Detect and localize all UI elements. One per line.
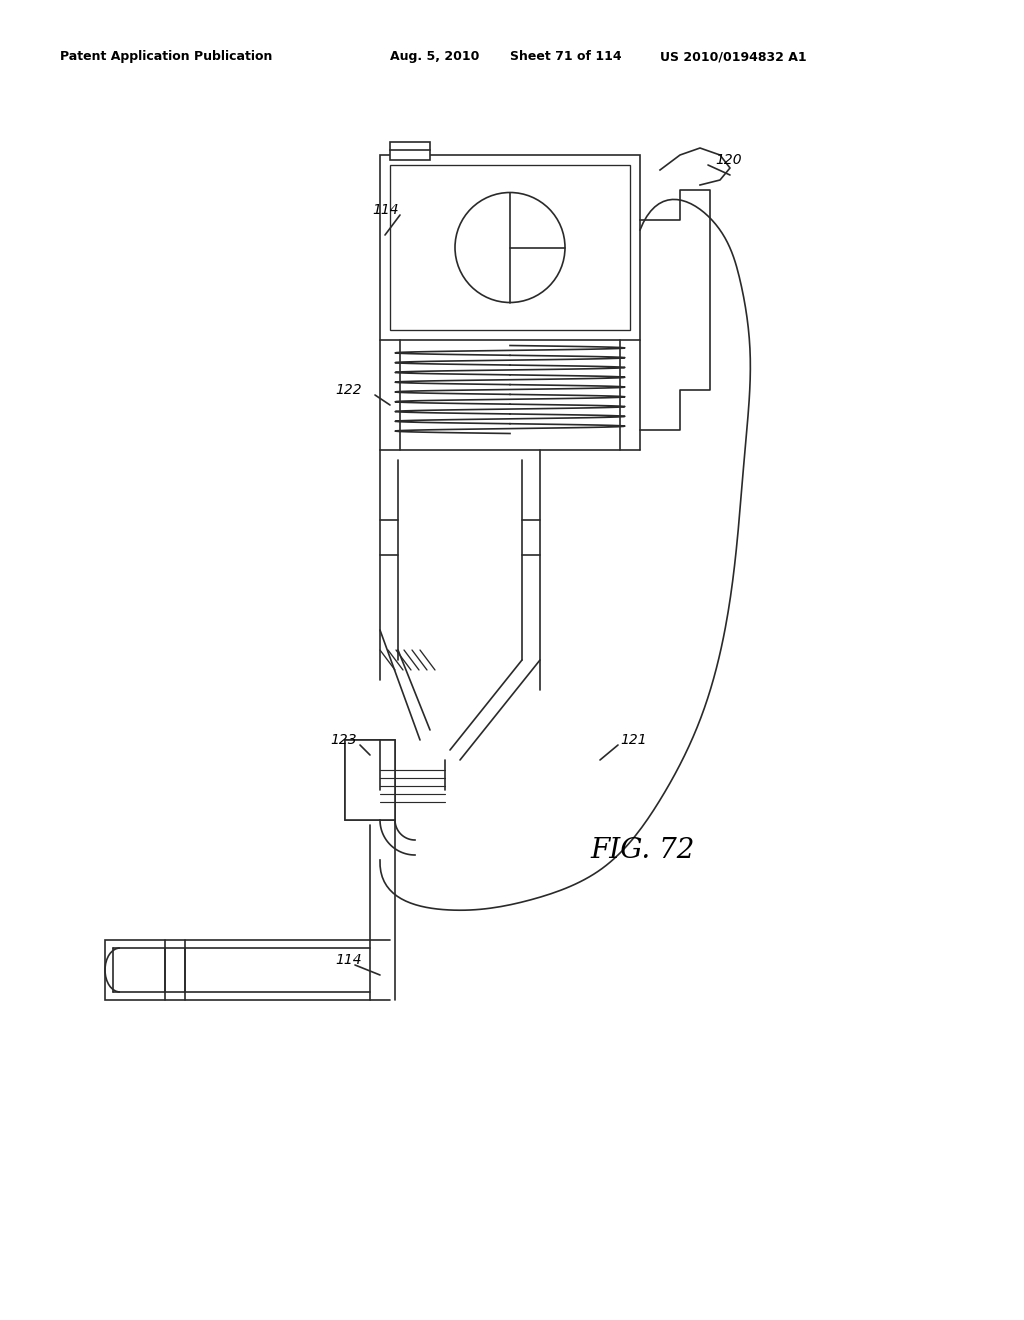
FancyBboxPatch shape	[390, 165, 630, 330]
FancyBboxPatch shape	[380, 154, 640, 341]
Text: 123: 123	[330, 733, 356, 747]
FancyBboxPatch shape	[345, 741, 395, 820]
Text: FIG. 72: FIG. 72	[590, 837, 694, 863]
Text: 114: 114	[335, 953, 361, 968]
Text: 114: 114	[372, 203, 398, 216]
FancyBboxPatch shape	[390, 143, 430, 160]
FancyBboxPatch shape	[105, 940, 370, 1001]
Text: Aug. 5, 2010: Aug. 5, 2010	[390, 50, 479, 63]
FancyBboxPatch shape	[345, 741, 395, 820]
Text: Sheet 71 of 114: Sheet 71 of 114	[510, 50, 622, 63]
Text: 121: 121	[620, 733, 646, 747]
Text: Patent Application Publication: Patent Application Publication	[60, 50, 272, 63]
Text: 120: 120	[715, 153, 741, 168]
Text: 122: 122	[335, 383, 361, 397]
Text: US 2010/0194832 A1: US 2010/0194832 A1	[660, 50, 807, 63]
